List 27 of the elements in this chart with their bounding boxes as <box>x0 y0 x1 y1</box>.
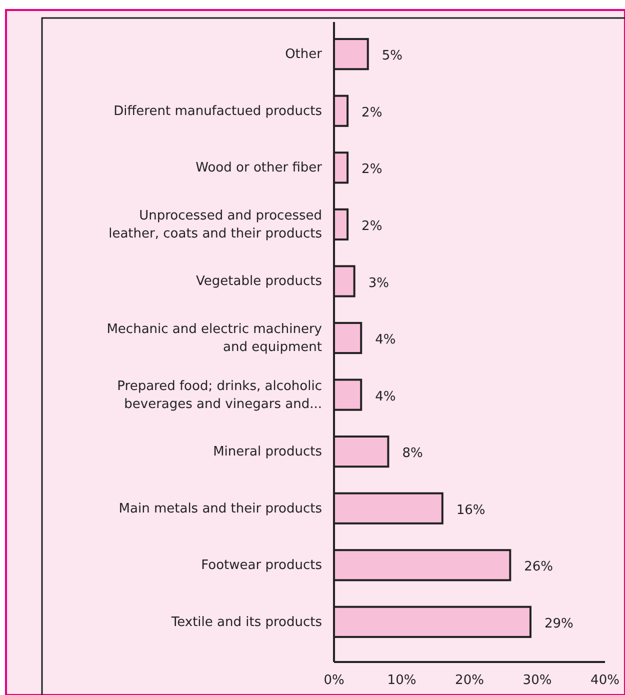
x-tick-label: 20% <box>455 673 484 688</box>
y-tick-label: Textile and its products <box>170 614 322 630</box>
data-label: 4% <box>375 332 396 348</box>
data-label: 8% <box>402 446 423 462</box>
y-tick-label: Main metals and their products <box>118 501 322 516</box>
y-tick-label: Wood or other fiber <box>196 160 323 176</box>
data-label: 26% <box>524 560 554 575</box>
data-label: 3% <box>368 276 389 291</box>
data-label: 2% <box>362 105 382 120</box>
y-tick-label: Mineral products <box>213 444 322 460</box>
x-tick-label: 30% <box>522 673 552 688</box>
y-tick-label: Different manufactued products <box>114 104 322 119</box>
y-tick-label: Mechanic and electric machinery and equipment <box>106 322 322 355</box>
data-label: 2% <box>362 162 382 178</box>
data-label: 4% <box>375 389 396 404</box>
data-label: 29% <box>544 616 574 632</box>
y-tick-label: Vegetable products <box>196 274 322 290</box>
data-label: 2% <box>362 218 382 234</box>
x-tick-label: 0% <box>324 673 344 688</box>
y-tick-label: Footwear products <box>201 558 322 574</box>
x-tick-label: 10% <box>387 673 416 688</box>
y-tick-label: Other <box>285 47 323 62</box>
y-tick-label: Unprocessed and processed leather, coats and their products <box>108 208 322 242</box>
y-tick-label: Prepared food; drinks, alcoholic beverages and vinegars and... <box>117 378 322 412</box>
x-tick-label: 40% <box>590 673 620 688</box>
data-label: 5% <box>382 48 402 64</box>
data-label: 16% <box>456 502 486 518</box>
